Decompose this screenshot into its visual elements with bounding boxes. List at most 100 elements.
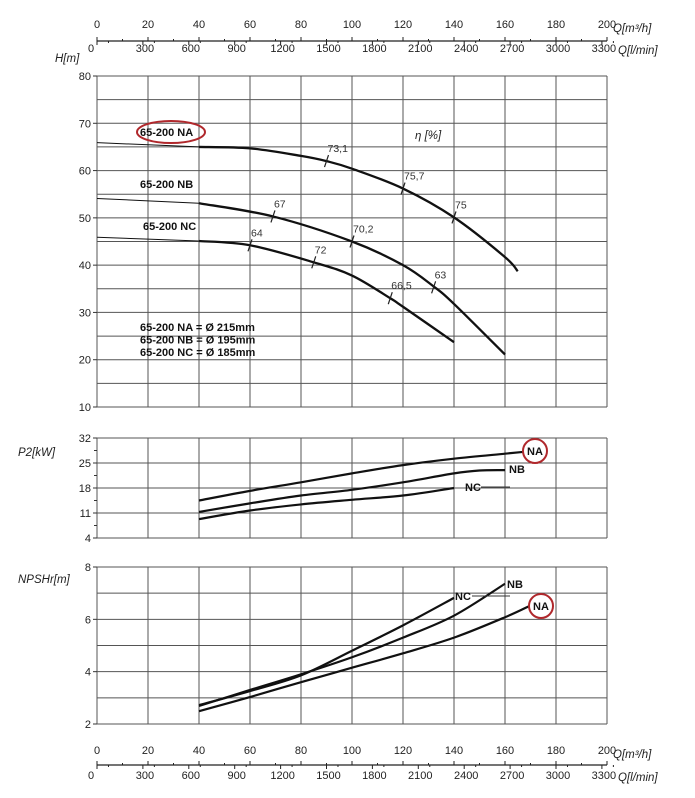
efficiency-mark [431,281,437,294]
y-tick-label: 25 [79,458,91,470]
npsh-label-nc: NC [455,591,471,603]
q-lmin-tick-label: 3000 [546,770,570,782]
curve-na [198,450,523,502]
q-m3h-tick-label: 20 [142,745,154,757]
efficiency-mark [451,211,457,224]
efficiency-mark [270,210,276,223]
q-m3h-tick-label: 20 [142,19,154,31]
y-tick-label: 10 [79,402,91,414]
efficiency-label: 75,7 [404,171,425,183]
q-lmin-tick-label: 3300 [592,43,616,55]
q-m3h-tick-label: 120 [394,19,412,31]
efficiency-label: 75 [455,199,467,211]
curve-nc [198,596,455,707]
panel-npsh [93,566,608,725]
efficiency-label: 66,5 [391,280,412,292]
efficiency-mark [323,154,330,168]
q-lmin-tick-label: 900 [228,770,246,782]
efficiency-mark [387,292,393,305]
q-lmin-tick-label: 1800 [362,770,386,782]
q-m3h-tick-label: 200 [598,745,616,757]
panel-head [93,75,608,408]
y-tick-label: 18 [79,483,91,495]
q-m3h-tick-label: 40 [193,745,205,757]
q-lmin-tick-label: 0 [88,43,94,55]
series-label-na: 65-200 NA [140,127,193,139]
efficiency-label: 72 [315,244,327,256]
q-m3h-tick-label: 140 [445,745,463,757]
curve-65-200-nb-extension [96,197,200,204]
series-label-nb: 65-200 NB [140,179,193,191]
q-m3h-tick-label: 100 [343,19,361,31]
y-tick-label: 70 [79,118,91,130]
q-m3h-tick-label: 200 [598,19,616,31]
y-tick-label: 32 [79,433,91,445]
q-lmin-tick-label: 1500 [316,43,340,55]
q-lmin-tick-label: 1200 [270,770,294,782]
q-lmin-tick-label: 1500 [316,770,340,782]
impeller-diameter-legend: 65-200 NB = Ø 195mm [140,335,255,347]
q-lmin-tick-label: 300 [136,43,154,55]
y-axis-label-head: H[m] [55,53,80,65]
curve-nb [198,469,506,514]
panel-power [93,437,608,539]
q-lmin-tick-label: 2400 [454,43,478,55]
q-m3h-tick-label: 40 [193,19,205,31]
q-lmin-tick-label: 300 [136,770,154,782]
q-m3h-axis-label: Q[m³/h] [613,23,652,35]
y-tick-label: 80 [79,71,91,83]
y-tick-label: 8 [85,562,91,574]
impeller-diameter-legend: 65-200 NC = Ø 185mm [140,347,255,359]
highlight-circle [522,438,548,464]
q-lmin-tick-label: 3000 [546,43,570,55]
power-label-nc: NC [465,482,481,494]
q-m3h-tick-label: 140 [445,19,463,31]
q-m3h-tick-label: 120 [394,745,412,757]
q-m3h-tick-label: 100 [343,745,361,757]
efficiency-label: 67 [274,198,286,210]
efficiency-label: 64 [251,227,263,239]
y-tick-label: 4 [85,667,91,679]
q-m3h-tick-label: 60 [244,19,256,31]
highlight-circle [136,120,206,144]
efficiency-unit-label: η [%] [415,130,442,142]
q-lmin-axis-label: Q[l/min] [618,772,658,784]
q-lmin-tick-label: 2100 [408,43,432,55]
q-lmin-tick-label: 600 [182,43,200,55]
q-lmin-tick-label: 2400 [454,770,478,782]
efficiency-mark [400,182,406,195]
q-m3h-tick-label: 80 [295,745,307,757]
y-tick-label: 4 [85,533,91,545]
q-m3h-tick-label: 0 [94,19,100,31]
highlight-circle [528,593,554,619]
q-lmin-tick-label: 2100 [408,770,432,782]
q-lmin-tick-label: 2700 [500,770,524,782]
curve-na [198,604,531,713]
q-m3h-tick-label: 80 [295,19,307,31]
curve-65-200-na-extension [96,142,200,148]
q-lmin-tick-label: 1800 [362,43,386,55]
efficiency-label: 70,2 [353,224,374,236]
curve-65-200-nc-extension [96,236,200,242]
y-axis-label-power: P2[kW] [18,447,56,459]
q-m3h-tick-label: 60 [244,745,256,757]
y-tick-label: 2 [85,719,91,731]
npsh-label-nb: NB [507,579,523,591]
power-label-na: NA [527,446,543,458]
y-tick-label: 60 [79,166,91,178]
q-m3h-axis-label: Q[m³/h] [613,749,652,761]
q-m3h-tick-label: 160 [496,745,514,757]
efficiency-label: 63 [435,269,447,281]
q-lmin-tick-label: 2700 [500,43,524,55]
curve-65-200-na [198,145,519,273]
q-lmin-tick-label: 1200 [270,43,294,55]
q-lmin-tick-label: 3300 [592,770,616,782]
y-tick-label: 40 [79,260,91,272]
q-lmin-tick-label: 600 [182,770,200,782]
q-m3h-tick-label: 0 [94,745,100,757]
y-tick-label: 30 [79,307,91,319]
q-m3h-tick-label: 160 [496,19,514,31]
q-lmin-tick-label: 900 [228,43,246,55]
efficiency-label: 73,1 [328,143,349,155]
